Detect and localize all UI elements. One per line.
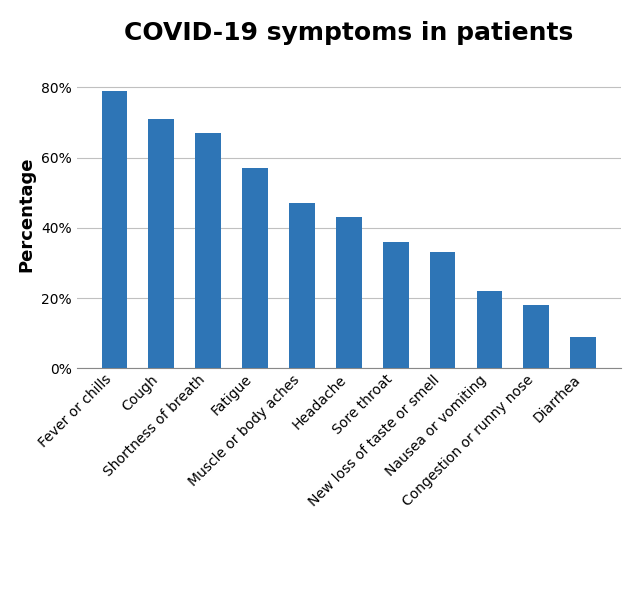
Bar: [148, 119, 174, 368]
Bar: [289, 203, 315, 368]
Bar: [242, 168, 268, 368]
Bar: [477, 291, 502, 368]
Bar: [336, 217, 362, 368]
Title: COVID-19 symptoms in patients: COVID-19 symptoms in patients: [124, 21, 573, 45]
Bar: [383, 242, 408, 368]
Bar: [102, 91, 127, 368]
Bar: [570, 337, 596, 368]
Bar: [524, 305, 549, 368]
Bar: [195, 133, 221, 368]
Bar: [429, 252, 456, 368]
Y-axis label: Percentage: Percentage: [18, 156, 36, 271]
